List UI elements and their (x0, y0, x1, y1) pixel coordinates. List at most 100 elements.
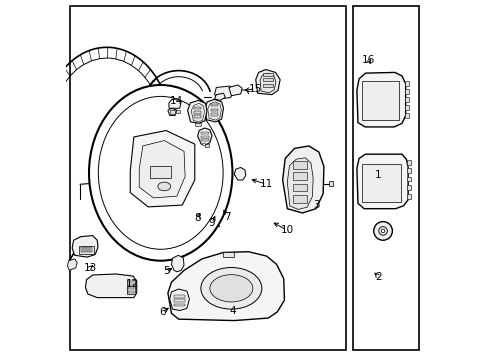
Text: 15: 15 (249, 84, 262, 94)
Text: 4: 4 (229, 306, 236, 316)
Polygon shape (208, 102, 221, 120)
Polygon shape (256, 69, 280, 95)
Text: 13: 13 (83, 263, 97, 273)
Text: 8: 8 (195, 213, 201, 222)
Bar (127, 280, 135, 294)
Bar (407, 185, 412, 190)
Polygon shape (130, 131, 195, 207)
Bar (150, 166, 172, 178)
Polygon shape (168, 252, 285, 320)
Polygon shape (172, 255, 184, 272)
Bar (81, 247, 83, 252)
Bar (405, 89, 409, 94)
Bar (79, 246, 94, 253)
Bar (293, 172, 307, 180)
Circle shape (374, 222, 392, 240)
Bar (405, 105, 409, 110)
Bar (87, 247, 89, 252)
Ellipse shape (98, 96, 223, 249)
Bar (195, 123, 201, 126)
Bar (407, 160, 412, 165)
Text: GMC: GMC (373, 99, 386, 104)
Polygon shape (215, 86, 234, 99)
Text: 12: 12 (126, 279, 139, 289)
Text: 10: 10 (280, 225, 294, 235)
Circle shape (203, 143, 205, 146)
Bar (223, 252, 234, 257)
Bar (84, 247, 87, 252)
Polygon shape (72, 235, 98, 257)
Bar (405, 81, 409, 86)
Polygon shape (68, 259, 77, 270)
Text: 6: 6 (159, 307, 166, 317)
Bar (128, 291, 134, 293)
Bar (293, 184, 307, 192)
Text: 9: 9 (209, 218, 215, 228)
Bar (405, 97, 409, 102)
Polygon shape (197, 128, 212, 145)
Polygon shape (191, 103, 204, 122)
Bar (407, 168, 412, 173)
Polygon shape (234, 167, 245, 180)
Circle shape (379, 226, 388, 235)
Ellipse shape (201, 267, 262, 309)
Bar (329, 181, 333, 186)
Polygon shape (357, 154, 408, 209)
Polygon shape (287, 158, 313, 210)
Bar (194, 111, 201, 114)
Bar (201, 132, 209, 134)
Bar (128, 280, 134, 282)
Ellipse shape (89, 85, 232, 261)
Bar (362, 164, 401, 202)
Bar (293, 161, 307, 168)
Polygon shape (169, 99, 181, 108)
Polygon shape (229, 85, 242, 96)
Polygon shape (357, 72, 406, 127)
Text: 1: 1 (375, 170, 382, 180)
Text: 7: 7 (224, 212, 230, 221)
Ellipse shape (158, 182, 171, 191)
Bar (194, 116, 201, 118)
Circle shape (381, 229, 385, 233)
Bar (70, 6, 346, 350)
Bar (128, 287, 134, 289)
Bar (205, 144, 209, 147)
Bar (174, 300, 185, 302)
Polygon shape (170, 289, 190, 311)
Polygon shape (283, 146, 324, 213)
Bar (171, 110, 175, 114)
Bar (176, 110, 180, 113)
Bar (128, 284, 134, 286)
Bar (211, 109, 219, 111)
Bar (362, 81, 399, 120)
Polygon shape (139, 140, 185, 198)
Bar (405, 113, 409, 118)
Bar (194, 107, 201, 109)
Bar (407, 177, 412, 181)
Polygon shape (205, 99, 223, 122)
Polygon shape (168, 108, 177, 116)
Bar (293, 195, 307, 203)
Text: 16: 16 (362, 55, 375, 65)
Polygon shape (188, 100, 207, 123)
Bar (90, 247, 92, 252)
Bar (201, 136, 209, 138)
Text: 2: 2 (375, 272, 382, 282)
Text: 14: 14 (170, 96, 183, 106)
Bar (353, 6, 419, 350)
Ellipse shape (210, 275, 253, 302)
Polygon shape (85, 274, 137, 298)
Text: 5: 5 (163, 266, 170, 276)
Bar (263, 78, 273, 81)
Bar (263, 84, 273, 87)
Text: 11: 11 (260, 179, 273, 189)
Bar (211, 104, 219, 107)
Bar (407, 194, 412, 199)
Bar (201, 139, 209, 141)
Bar (211, 113, 219, 116)
Text: 3: 3 (314, 200, 320, 210)
Bar (174, 295, 185, 298)
Polygon shape (215, 93, 225, 100)
Bar (263, 73, 273, 76)
Polygon shape (260, 73, 276, 93)
